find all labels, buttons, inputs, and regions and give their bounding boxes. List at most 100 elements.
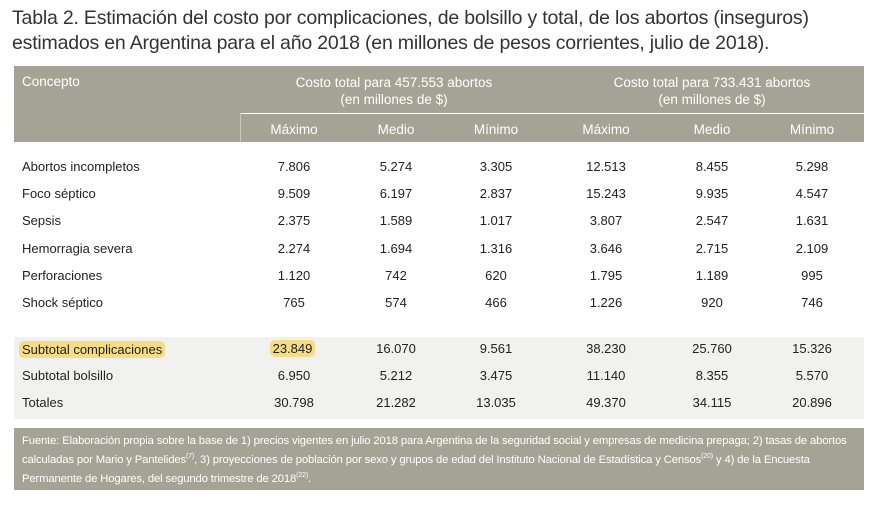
table-cell: 1.316 [446, 241, 546, 256]
footnote-text: Fuente: Elaboración propia sobre la base… [22, 435, 847, 466]
cell-value: 20.896 [792, 395, 832, 410]
table-row: Subtotal bolsillo 6.950 5.212 3.475 11.140 8.… [14, 363, 864, 390]
cell-value: 15.326 [792, 341, 832, 356]
row-label: Hemorragia severa [22, 240, 133, 256]
table-title: Tabla 2. Estimación del costo por compli… [12, 7, 809, 54]
row-label: Perforaciones [22, 267, 103, 283]
cell-value: 1.120 [277, 267, 311, 283]
cell-value: 21.282 [376, 395, 416, 410]
group-2-title: Costo total para 733.431 abortos [613, 75, 811, 90]
column-header: Medio [693, 122, 731, 137]
cell-value: 7.806 [277, 159, 311, 174]
cell-value: 3.305 [479, 159, 513, 174]
cell-value: 1.226 [589, 295, 623, 310]
table-cell: 25.760 [662, 341, 762, 356]
header-divider [240, 113, 864, 114]
table-cell: 9.561 [446, 341, 546, 356]
table-cell: 8.455 [662, 159, 762, 174]
cell-value: 12.513 [586, 159, 626, 174]
cell-value: 765 [283, 295, 305, 310]
cell-value: 2.109 [795, 240, 829, 256]
row-label: Subtotal bolsillo [22, 368, 114, 383]
table-cell: 1.631 [762, 213, 862, 228]
cell-value: 6.950 [277, 368, 311, 383]
row-label: Abortos incompletos [22, 159, 140, 174]
table-cell: 2.109 [762, 241, 862, 256]
table-cell: 3.305 [446, 159, 546, 174]
cell-value: 16.070 [376, 341, 416, 356]
table-row: Perforaciones 1.120 742 620 1.795 1.189 995 [14, 263, 864, 290]
table-cell: 2.274 [244, 241, 344, 256]
cell-value: 995 [801, 267, 823, 283]
footnote-ref: (7) [185, 453, 195, 461]
cell-value: 5.212 [379, 368, 413, 383]
row-label: Subtotal complicaciones [19, 341, 166, 358]
header-group-2: Costo total para 733.431 abortos (en mil… [560, 74, 864, 108]
table-cell: 21.282 [346, 395, 446, 410]
footnote: Fuente: Elaboración propia sobre la base… [14, 428, 864, 490]
table-cell: 1.226 [556, 295, 656, 310]
table-cell: 15.243 [556, 186, 656, 201]
cell-value: 9.561 [479, 341, 513, 356]
table-cell: 6.950 [244, 368, 344, 383]
cell-value: 15.243 [586, 186, 626, 202]
table-cell: 13.035 [446, 395, 546, 410]
table-cell: 920 [662, 295, 762, 310]
cell-value: 9.509 [277, 186, 311, 202]
cell-value: 2.274 [277, 240, 311, 256]
table-cell: 574 [346, 295, 446, 310]
table-cell: 7.806 [244, 159, 344, 174]
cell-value: 5.274 [379, 159, 413, 174]
cell-value: 574 [385, 295, 407, 310]
cell-value: 3.646 [589, 240, 623, 256]
cell-value: 25.760 [692, 341, 732, 356]
column-header: Máximo [270, 122, 318, 137]
column-header: Máximo [582, 122, 630, 137]
footnote-text: , 3) proyecciones de población por sexo … [194, 454, 702, 466]
row-label: Foco séptico [22, 186, 96, 202]
cell-value: 920 [701, 295, 723, 310]
table-cell: 9.509 [244, 186, 344, 201]
cell-value: 742 [385, 267, 407, 283]
table-row: Totales 30.798 21.282 13.035 49.370 34.115 20.… [14, 390, 864, 417]
group-1-unit: (en millones de $) [340, 92, 448, 107]
cell-value: 2.375 [277, 213, 311, 229]
table-cell: 1.795 [556, 268, 656, 283]
header-column-divider [240, 113, 241, 142]
table-cell: 1.189 [662, 268, 762, 283]
cell-value: 1.589 [379, 213, 413, 229]
table-cell: 5.298 [762, 159, 862, 174]
footnote-text: y 4) de la Encuesta Permanente de Hogare… [22, 454, 810, 485]
table-cell: 15.326 [762, 341, 862, 356]
cell-value: 34.115 [692, 395, 732, 410]
cell-value: 13.035 [476, 395, 516, 410]
cell-value: 466 [485, 295, 507, 310]
table-cell: 2.715 [662, 241, 762, 256]
table-row: Abortos incompletos 7.806 5.274 3.305 12.513… [14, 154, 864, 181]
table-cell: 8.355 [662, 368, 762, 383]
table-cell: 2.837 [446, 186, 546, 201]
cell-value: 746 [801, 295, 823, 310]
cell-value: 5.570 [795, 368, 829, 383]
cell-value: 23.849 [269, 340, 316, 357]
table-cell: 30.798 [244, 395, 344, 410]
table-cell: 5.212 [346, 368, 446, 383]
cell-value: 4.547 [795, 186, 829, 202]
cell-value: 1.017 [479, 213, 513, 229]
table-cell: 11.140 [556, 368, 656, 383]
cell-value: 30.798 [274, 395, 314, 410]
table-row: Subtotal complicaciones 23.849 16.070 9.561… [14, 336, 864, 363]
table-cell: 6.197 [346, 186, 446, 201]
table-cell: 20.896 [762, 395, 862, 410]
cell-value: 38.230 [586, 341, 626, 356]
table-cell: 742 [346, 268, 446, 283]
footnote-text: . [308, 473, 312, 485]
cell-value: 620 [485, 267, 507, 283]
cell-value: 49.370 [586, 395, 626, 410]
table-cell: 765 [244, 295, 344, 310]
row-label: Shock séptico [22, 295, 103, 310]
table-cell: 16.070 [346, 341, 446, 356]
table-cell: 2.375 [244, 213, 344, 228]
cell-value: 2.547 [695, 213, 729, 229]
cell-value: 8.455 [695, 159, 729, 174]
